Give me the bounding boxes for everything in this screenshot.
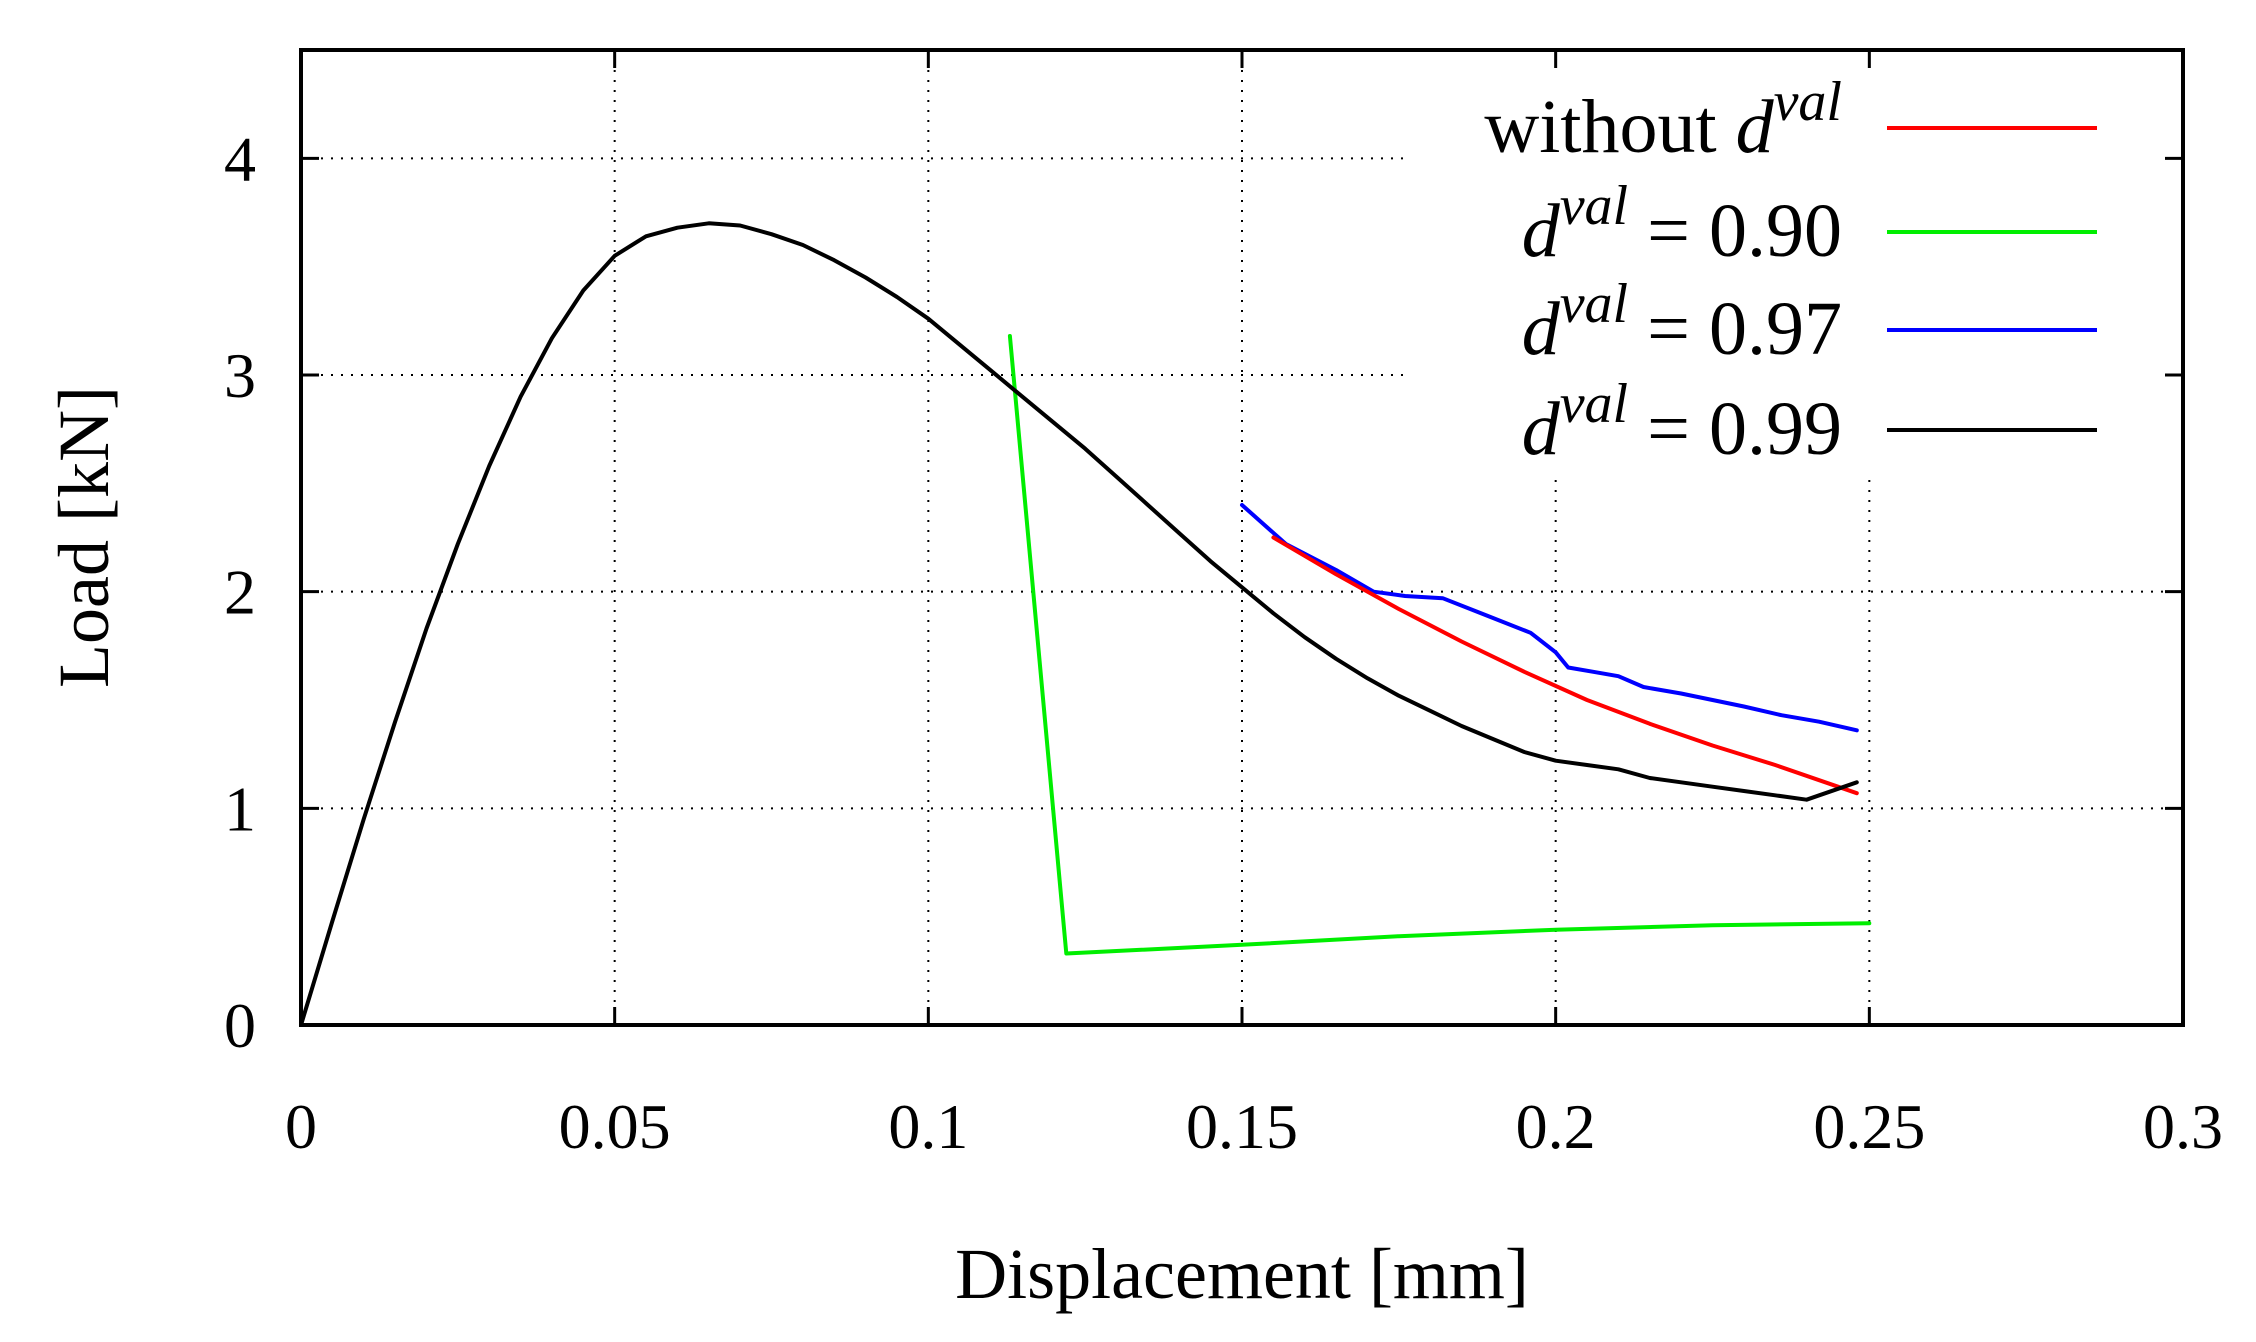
y-tick-label: 2 [224,557,256,628]
legend-label-var: d [1522,189,1561,273]
x-tick-label: 0 [285,1091,317,1162]
y-tick-label: 1 [224,773,256,844]
legend-label-0: without dval [1484,71,1842,169]
legend-label-3: dval = 0.99 [1522,373,1842,471]
legend-label-prefix: without [1484,85,1735,169]
legend-label-suffix: = 0.90 [1628,189,1842,273]
x-axis-tick-labels: 0 0.05 0.1 0.15 0.2 0.25 0.3 [285,1091,2223,1162]
legend-label-sup: val [1560,373,1628,435]
x-tick-label: 0.05 [559,1091,671,1162]
series-line-3 [299,221,1859,1027]
x-tick-label: 0.3 [2143,1091,2223,1162]
series-line-1 [1007,334,1872,956]
legend-label-sup: val [1560,175,1628,237]
x-tick-label: 0.2 [1516,1091,1596,1162]
legend-label-1: dval = 0.90 [1522,175,1842,273]
series-layer [299,221,1872,1027]
x-tick-label: 0.15 [1186,1091,1298,1162]
x-tick-label: 0.25 [1813,1091,1925,1162]
legend-label-suffix: = 0.99 [1628,387,1842,471]
x-axis-title: Displacement [mm] [955,1234,1529,1314]
y-tick-label: 0 [224,990,256,1061]
grid [301,50,2183,1025]
legend-label-var: d [1522,287,1561,371]
series-line-0 [1271,535,1859,796]
x-tick-label: 0.1 [888,1091,968,1162]
legend-label-suffix: = 0.97 [1628,287,1842,371]
y-tick-label: 3 [224,340,256,411]
legend-label-var: d [1736,85,1775,169]
legend-label-2: dval = 0.97 [1522,273,1842,371]
legend-label-var: d [1522,387,1561,471]
y-tick-label: 4 [224,123,256,194]
y-axis-title: Load [kN] [44,386,124,688]
legend-background [1410,70,2170,475]
axis-ticks [299,50,2185,1027]
legend-label-sup: val [1774,71,1842,133]
legend-label-sup: val [1560,273,1628,335]
y-axis-tick-labels: 0 1 2 3 4 [224,123,256,1061]
series-line-2 [1240,503,1859,733]
